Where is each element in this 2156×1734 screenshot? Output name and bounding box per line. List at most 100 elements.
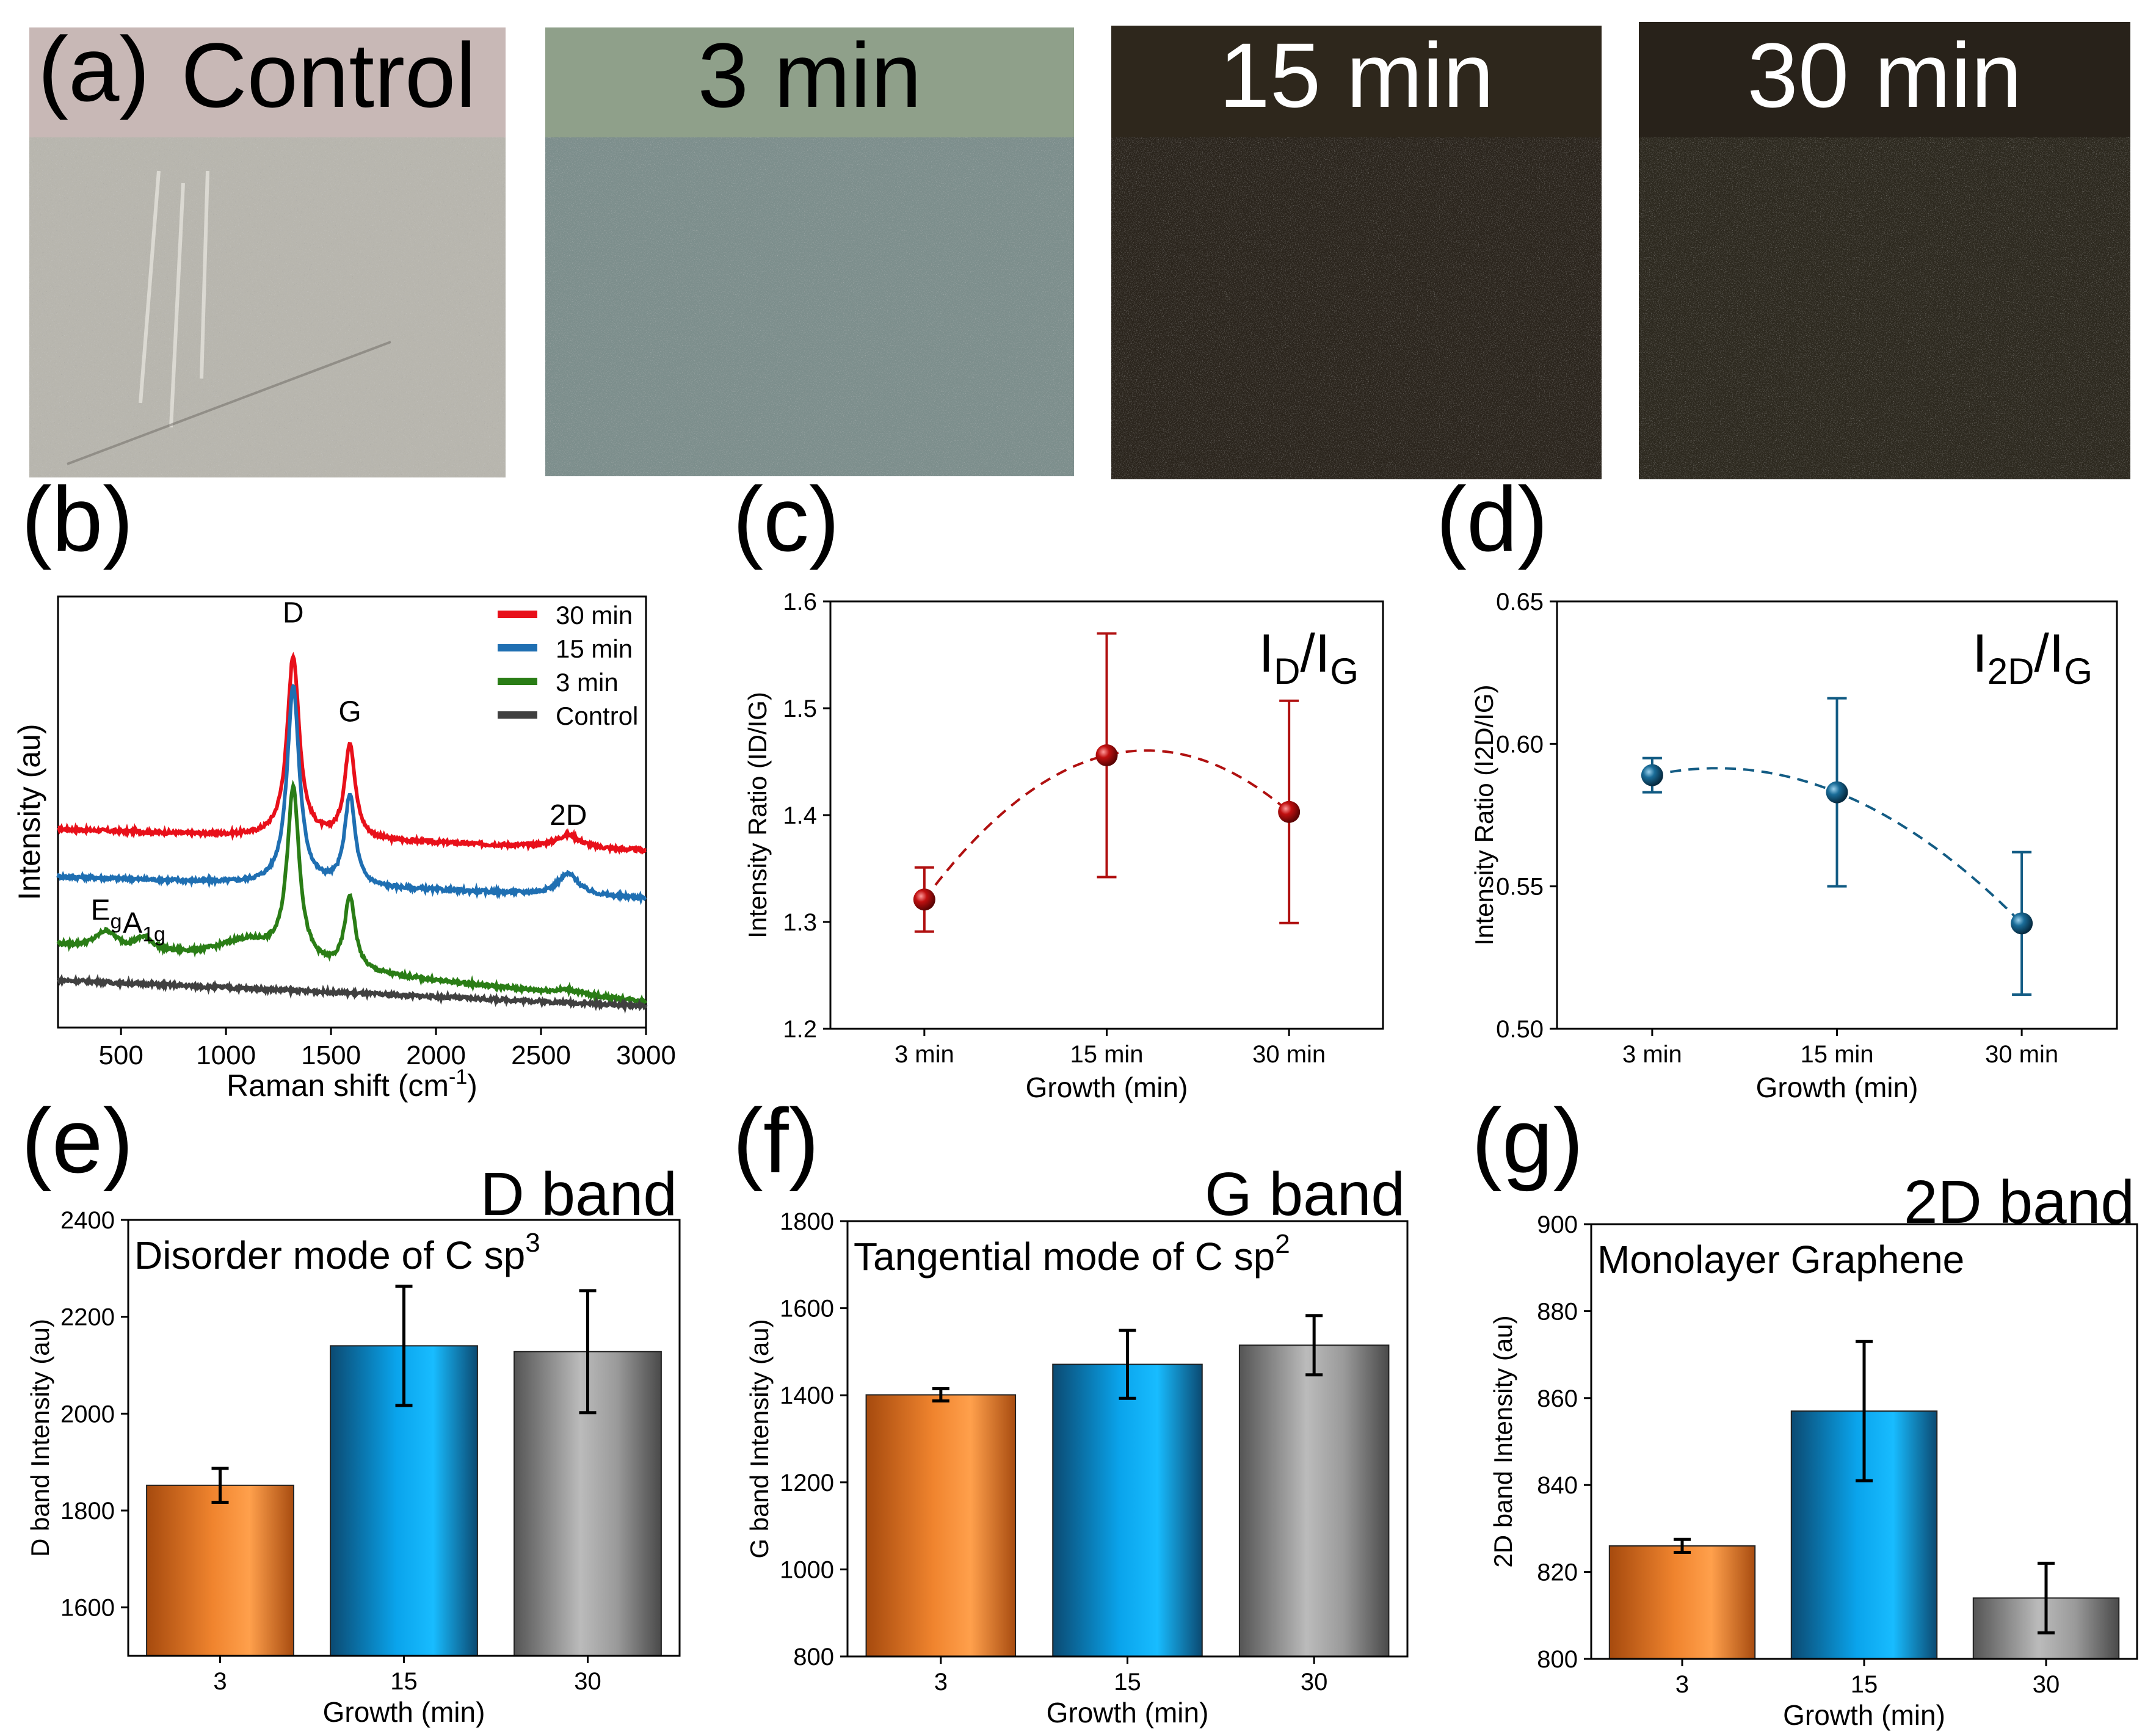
panel-letter: (a)	[38, 18, 150, 120]
ratio-annotation: ID/IG	[1259, 623, 1359, 692]
y-tick-label: 2200	[60, 1304, 115, 1331]
legend-label: 30 min	[556, 601, 633, 629]
photo-panel: 30 min	[1639, 22, 2130, 479]
bar	[865, 1394, 1017, 1658]
y-axis-label: 2D band Intensity (au)	[1489, 1315, 1517, 1567]
peak-label: 2D	[550, 799, 587, 832]
annotation-I: I	[1259, 623, 1274, 683]
bar-chart: 3 15 30 800 1000 1200 1400 1600 1800 Growth (min)…	[745, 1160, 1409, 1729]
peak-label: D	[283, 597, 304, 629]
x-tick-label: 1000	[196, 1040, 256, 1070]
photo-header	[29, 27, 506, 137]
raman-chart: 500 1000 1500 2000 2500 3000 Raman shift (cm-1…	[12, 595, 676, 1103]
y-tick-label: 0.60	[1496, 731, 1544, 758]
x-tick-label: 15	[1851, 1671, 1878, 1698]
annotation-I: I	[1972, 623, 1987, 683]
spectrum-3-min	[56, 779, 648, 1006]
annotation-text: Tangential mode of C sp	[854, 1235, 1275, 1279]
annotation-sub: 2D	[1987, 651, 2034, 692]
photo-grain	[1111, 137, 1602, 479]
scratch	[67, 341, 391, 465]
photo-panel: Control	[29, 24, 506, 477]
annotation-text: Disorder mode of C sp	[134, 1233, 525, 1277]
y-tick-label: 880	[1537, 1298, 1578, 1325]
y-tick-label: 1800	[60, 1498, 115, 1525]
y-tick-label: 800	[1537, 1646, 1578, 1673]
y-tick-label: 2000	[60, 1401, 115, 1427]
data-point	[1826, 781, 1848, 804]
y-tick-label: 1600	[780, 1296, 834, 1322]
x-tick-label: 30	[574, 1668, 601, 1695]
y-axis-label: Intensity Ratio (I2D/IG)	[1470, 684, 1498, 945]
x-tick-label: 15	[390, 1668, 418, 1695]
annotation-sub: G	[1330, 651, 1359, 692]
peak-label: G	[338, 696, 361, 728]
y-tick-label: 1000	[780, 1556, 834, 1583]
plot-frame	[57, 595, 647, 1029]
x-axis-label-sup: -1	[449, 1065, 467, 1089]
x-tick-label: 15	[1114, 1669, 1141, 1696]
photo-grain	[1639, 137, 2130, 479]
y-tick-label: 1.4	[783, 802, 817, 829]
spectrum-15-min	[56, 683, 647, 905]
photo-header	[1111, 26, 1602, 137]
spectrum-control	[57, 973, 648, 1014]
y-tick-label: 1600	[60, 1595, 115, 1622]
x-tick-label: 2500	[511, 1040, 571, 1070]
bar	[146, 1484, 294, 1656]
panel-letter: (d)	[1436, 468, 1548, 570]
x-axis-label: Growth (min)	[1026, 1072, 1188, 1103]
annotation-sup: 3	[525, 1228, 540, 1258]
data-point	[1278, 800, 1301, 823]
data-point	[1095, 744, 1118, 766]
x-tick-label: 30	[1301, 1669, 1328, 1696]
y-tick-label: 1.5	[783, 695, 817, 722]
ratio-chart: 1.2 1.3 1.4 1.5 1.6 3 min 15 min 30 min Growth (…	[743, 589, 1384, 1103]
data-point	[913, 888, 935, 911]
y-tick-label: 0.55	[1496, 874, 1544, 901]
annotation-mid: /I	[2034, 623, 2064, 683]
bar-chart: 3 15 30 800 820 840 860 880 900 Growth (min) 2D ba…	[1489, 1168, 2138, 1731]
x-tick-label: 30 min	[1252, 1041, 1326, 1068]
panel-letter: (b)	[21, 468, 133, 570]
annotation-mid: /I	[1300, 623, 1330, 683]
x-tick-label: 1500	[301, 1040, 361, 1070]
bar	[1608, 1545, 1756, 1660]
y-tick-label: 2400	[60, 1207, 115, 1234]
x-axis-label: Raman shift (cm-1)	[227, 1065, 477, 1103]
plot-frame	[1590, 1223, 2138, 1660]
photo-label: 3 min	[698, 24, 922, 126]
y-tick-label: 1800	[780, 1208, 834, 1235]
plot-frame	[846, 1220, 1409, 1658]
photo-grain	[29, 137, 506, 477]
photo-panel: 3 min	[545, 24, 1074, 476]
y-tick-label: 840	[1537, 1472, 1578, 1499]
y-tick-label: 1400	[780, 1382, 834, 1409]
x-axis-label-text: Raman shift (cm	[227, 1068, 449, 1103]
bar	[1052, 1363, 1203, 1657]
annotation-sup: 2	[1275, 1229, 1290, 1259]
x-axis-label-tail: )	[467, 1068, 477, 1103]
panel-letter: (c)	[733, 468, 840, 570]
y-tick-label: 1.3	[783, 909, 817, 936]
fit-line	[923, 749, 1290, 901]
legend-label: Control	[556, 702, 638, 730]
y-tick-label: 1.6	[783, 589, 817, 615]
y-tick-label: 820	[1537, 1559, 1578, 1586]
x-tick-label: 3	[213, 1668, 227, 1695]
panel-letter: (f)	[733, 1089, 819, 1192]
ratio-chart: 0.50 0.55 0.60 0.65 3 min 15 min 30 min Growth …	[1470, 589, 2118, 1103]
peak-label-sub: 1g	[142, 923, 165, 946]
peak-label: A1g	[123, 907, 165, 946]
legend-label: 3 min	[556, 668, 619, 697]
y-tick-label: 0.50	[1496, 1016, 1544, 1043]
photo-header	[1639, 22, 2130, 137]
x-tick-label: 15 min	[1070, 1041, 1143, 1068]
y-tick-label: 0.65	[1496, 589, 1544, 615]
plot-frame	[127, 1219, 681, 1657]
x-tick-label: 15 min	[1800, 1041, 1873, 1068]
band-annotation: Tangential mode of C sp2	[854, 1229, 1290, 1279]
peak-label-text: A	[123, 907, 142, 940]
photo-label: Control	[181, 24, 476, 126]
